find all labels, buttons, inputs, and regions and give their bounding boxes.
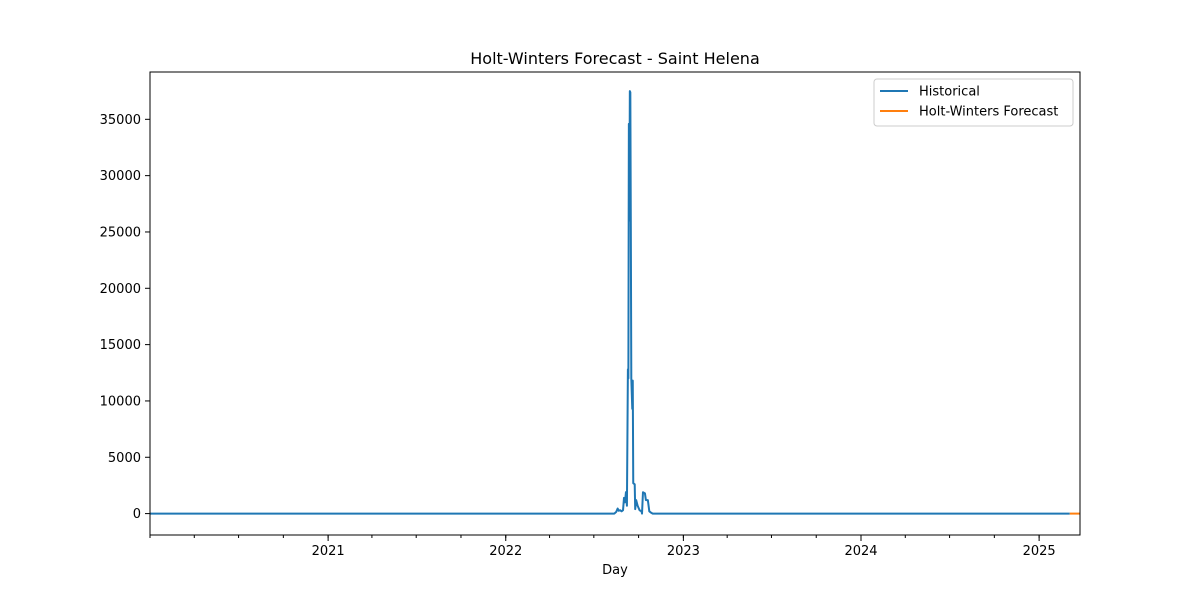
chart-title: Holt-Winters Forecast - Saint Helena [470, 49, 760, 68]
legend-label: Holt-Winters Forecast [919, 105, 1058, 120]
y-tick-label: 35000 [100, 113, 141, 128]
legend-label: Historical [919, 85, 980, 100]
plot-frame [149, 71, 1081, 536]
y-tick-label: 10000 [100, 394, 141, 409]
series-line-historical [150, 90, 1070, 515]
plot-area [149, 71, 1081, 536]
y-tick-label: 0 [133, 507, 141, 522]
x-tick-label: 2021 [312, 544, 345, 559]
x-axis: 2021 2022 2023 2024 2025 [149, 535, 1056, 559]
x-axis-label: Day [602, 563, 628, 578]
x-tick-label: 2025 [1023, 544, 1056, 559]
x-tick-label: 2022 [489, 544, 522, 559]
y-axis: 0 5000 10000 15000 20000 25000 30000 35000 [100, 113, 150, 522]
legend-box [873, 78, 1074, 127]
legend: Historical Holt-Winters Forecast [873, 78, 1074, 127]
x-tick-label: 2023 [667, 544, 700, 559]
y-tick-label: 20000 [100, 282, 141, 297]
y-tick-label: 30000 [100, 169, 141, 184]
x-tick-label: 2024 [844, 544, 877, 559]
y-tick-label: 5000 [108, 451, 141, 466]
y-tick-label: 15000 [100, 338, 141, 353]
y-tick-label: 25000 [100, 225, 141, 240]
